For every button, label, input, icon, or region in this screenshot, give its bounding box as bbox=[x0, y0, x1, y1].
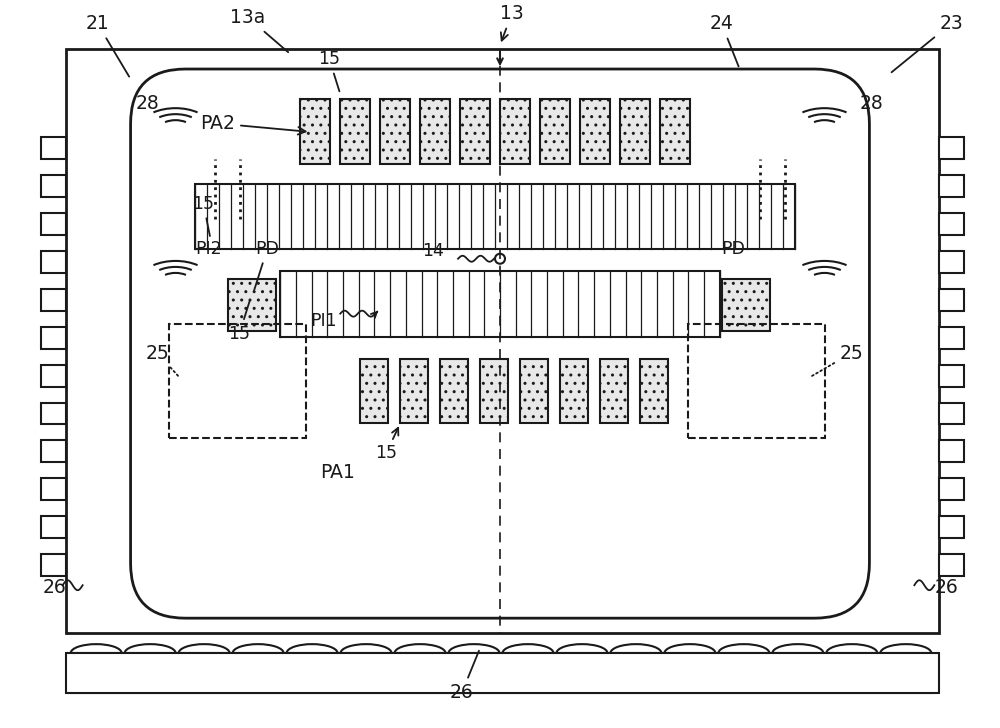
Bar bbox=[540, 99, 570, 164]
Bar bbox=[939, 250, 964, 273]
Text: PI1: PI1 bbox=[310, 312, 337, 330]
Bar bbox=[939, 327, 964, 349]
Bar bbox=[41, 250, 66, 273]
Bar bbox=[722, 279, 770, 331]
FancyBboxPatch shape bbox=[131, 69, 869, 618]
Bar bbox=[41, 365, 66, 387]
Text: 13: 13 bbox=[500, 4, 524, 41]
Bar bbox=[440, 359, 468, 424]
Bar bbox=[939, 365, 964, 387]
Bar bbox=[395, 653, 446, 693]
Bar bbox=[41, 403, 66, 424]
Bar bbox=[195, 184, 795, 249]
Bar bbox=[41, 175, 66, 197]
Bar bbox=[41, 516, 66, 538]
Bar bbox=[41, 213, 66, 234]
Bar bbox=[939, 478, 964, 500]
Bar bbox=[179, 653, 230, 693]
Text: PI2: PI2 bbox=[195, 240, 222, 258]
Bar bbox=[620, 99, 650, 164]
Text: 15: 15 bbox=[318, 50, 340, 91]
Bar bbox=[460, 99, 490, 164]
Text: PA1: PA1 bbox=[320, 464, 355, 483]
Text: PD: PD bbox=[254, 240, 279, 290]
Bar bbox=[520, 359, 548, 424]
Text: 15: 15 bbox=[228, 301, 250, 343]
Bar bbox=[939, 516, 964, 538]
Text: 21: 21 bbox=[86, 14, 129, 76]
Bar bbox=[640, 359, 668, 424]
Text: 14: 14 bbox=[422, 242, 444, 260]
Bar bbox=[233, 653, 284, 693]
Bar bbox=[664, 653, 715, 693]
Bar bbox=[41, 137, 66, 159]
Bar bbox=[420, 99, 450, 164]
Text: 28: 28 bbox=[859, 94, 883, 113]
Text: 25: 25 bbox=[810, 344, 863, 377]
Bar bbox=[169, 324, 306, 438]
Text: 25: 25 bbox=[146, 344, 179, 376]
Text: PD: PD bbox=[722, 240, 746, 258]
Bar bbox=[939, 403, 964, 424]
Bar bbox=[400, 359, 428, 424]
Bar bbox=[125, 653, 176, 693]
Bar bbox=[772, 653, 823, 693]
Bar bbox=[41, 478, 66, 500]
Bar bbox=[360, 359, 388, 424]
Bar bbox=[688, 324, 825, 438]
Bar bbox=[41, 440, 66, 462]
Bar bbox=[71, 653, 122, 693]
Bar bbox=[287, 653, 338, 693]
Bar bbox=[580, 99, 610, 164]
Text: 26: 26 bbox=[934, 578, 958, 597]
Bar bbox=[556, 653, 607, 693]
Text: PA2: PA2 bbox=[200, 114, 306, 135]
Text: 24: 24 bbox=[710, 14, 739, 66]
Text: 15: 15 bbox=[192, 195, 214, 236]
Bar bbox=[41, 327, 66, 349]
Bar bbox=[500, 99, 530, 164]
Bar bbox=[826, 653, 877, 693]
Bar bbox=[449, 653, 500, 693]
Bar bbox=[341, 653, 392, 693]
Bar bbox=[66, 49, 939, 633]
Bar bbox=[610, 653, 661, 693]
Bar bbox=[939, 137, 964, 159]
Bar bbox=[300, 99, 330, 164]
Bar bbox=[660, 99, 690, 164]
Bar bbox=[380, 99, 410, 164]
Text: 26: 26 bbox=[450, 651, 479, 702]
Bar bbox=[66, 653, 939, 693]
Text: 26: 26 bbox=[43, 578, 66, 597]
Bar bbox=[718, 653, 769, 693]
Bar bbox=[502, 653, 553, 693]
Bar bbox=[939, 554, 964, 577]
Bar bbox=[939, 289, 964, 311]
Bar bbox=[939, 213, 964, 234]
Text: 15: 15 bbox=[375, 428, 398, 462]
Text: 28: 28 bbox=[136, 94, 159, 113]
Bar bbox=[480, 359, 508, 424]
Bar bbox=[880, 653, 931, 693]
Bar bbox=[41, 554, 66, 577]
Bar bbox=[41, 289, 66, 311]
Text: 23: 23 bbox=[892, 14, 963, 72]
Bar bbox=[280, 271, 720, 336]
Text: 13a: 13a bbox=[230, 8, 288, 52]
Bar bbox=[340, 99, 370, 164]
Bar bbox=[600, 359, 628, 424]
Bar bbox=[228, 279, 276, 331]
Bar bbox=[939, 175, 964, 197]
Bar bbox=[560, 359, 588, 424]
Bar bbox=[939, 440, 964, 462]
